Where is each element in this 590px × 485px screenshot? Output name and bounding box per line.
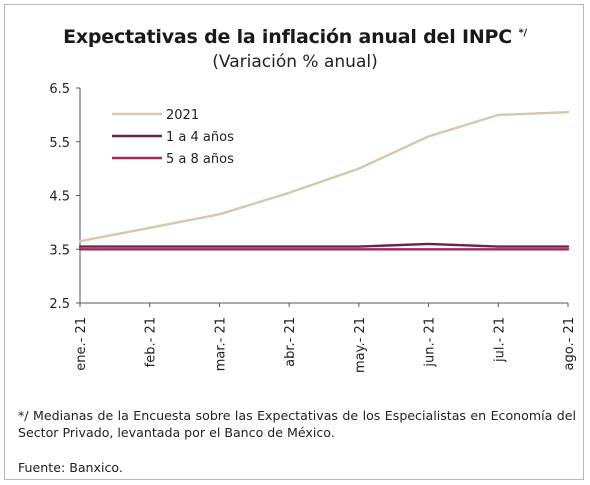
- x-tick-label: may.- 21: [353, 317, 368, 373]
- footnote: */ Medianas de la Encuesta sobre las Exp…: [18, 408, 576, 440]
- y-tick-label: 6.5: [49, 82, 70, 97]
- x-tick-label: ago.- 21: [562, 317, 577, 370]
- title-footnote-marker: */: [518, 27, 527, 39]
- chart-frame: [4, 4, 584, 480]
- y-tick-label: 2.5: [49, 297, 70, 312]
- legend-label: 2021: [166, 108, 199, 123]
- legend-label: 1 a 4 años: [166, 130, 234, 145]
- chart-subtitle: (Variación % anual): [212, 52, 378, 72]
- y-tick-label: 5.5: [49, 136, 70, 151]
- x-tick-label: mar.- 21: [213, 317, 228, 371]
- x-tick-label: jun.- 21: [423, 317, 438, 368]
- x-tick-label: feb.- 21: [144, 317, 159, 367]
- legend-label: 5 a 8 años: [166, 152, 234, 167]
- source-note: Fuente: Banxico.: [18, 460, 123, 475]
- x-tick-label: ene.- 21: [74, 317, 89, 371]
- x-tick-label: abr.- 21: [283, 317, 298, 367]
- y-tick-label: 4.5: [49, 190, 70, 205]
- chart-title: Expectativas de la inflación anual del I…: [0, 26, 590, 48]
- series-line-1: [78, 110, 570, 243]
- series-line-2: [78, 242, 570, 248]
- y-tick-label: 3.5: [49, 243, 70, 258]
- chart-title-text: Expectativas de la inflación anual del I…: [63, 26, 513, 48]
- x-tick-label: jul.- 21: [492, 317, 507, 363]
